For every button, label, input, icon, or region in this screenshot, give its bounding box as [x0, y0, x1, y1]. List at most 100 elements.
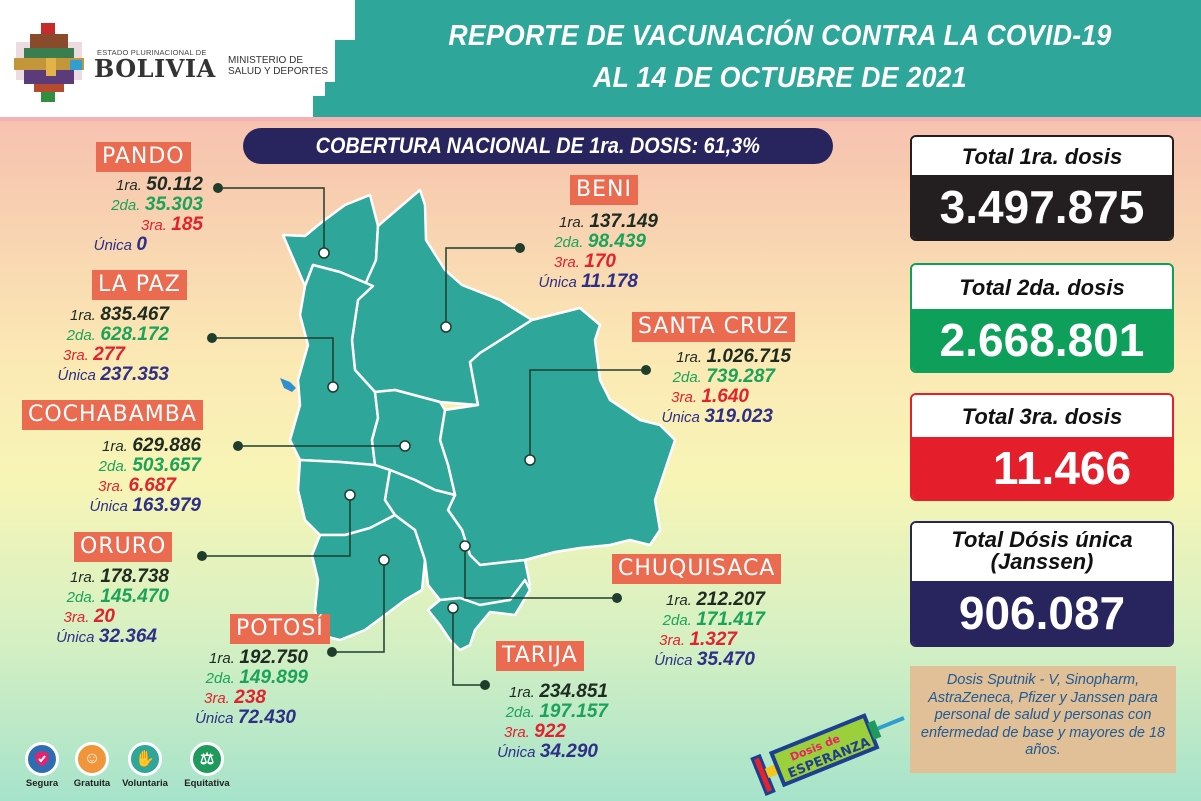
label-third: 3ra.: [62, 347, 89, 364]
value-single: 11.178: [581, 271, 638, 292]
label-single: Única: [57, 367, 96, 384]
dept-title-beni: BENI: [570, 175, 638, 205]
value-first: 212.207: [696, 589, 765, 610]
label-third: 3ra.: [140, 217, 167, 234]
dept-stats-la-paz: 1ra. 835.467 2da. 628.172 3ra. 277 Única…: [58, 305, 170, 385]
total-single-dose-label-line2: (Janssen): [990, 549, 1094, 574]
value-second: 149.899: [239, 667, 308, 688]
map-tarija: [426, 578, 532, 652]
dept-stats-santa-cruz: 1ra. 1.026.715 2da. 739.287 3ra. 1.640 Ú…: [662, 347, 792, 427]
value-single: 34.290: [539, 741, 598, 762]
feature-label: Voluntaria: [122, 778, 168, 789]
vaccine-info-note: Dosis Sputnik - V, Sinopharm, AstraZenec…: [910, 666, 1176, 773]
total-second-dose-value: 2.668.801: [912, 309, 1172, 371]
value-first: 178.738: [100, 566, 169, 587]
dept-stats-potosi: 1ra. 192.750 2da. 149.899 3ra. 238 Única…: [195, 648, 308, 728]
value-third: 277: [93, 344, 125, 365]
value-single: 163.979: [132, 495, 201, 516]
value-first: 192.750: [239, 647, 308, 668]
map-cochabamba: [370, 388, 457, 497]
dept-title-chuquisaca: CHUQUISACA: [612, 554, 782, 584]
label-single: Única: [56, 629, 95, 646]
lake-titicaca: [280, 378, 296, 392]
feature-label: Segura: [25, 778, 59, 789]
label-second: 2da.: [205, 670, 235, 687]
value-second: 98.439: [587, 231, 646, 252]
dept-stats-cochabamba: 1ra. 629.886 2da. 503.657 3ra. 6.687 Úni…: [90, 436, 202, 516]
coverage-text: COBERTURA NACIONAL DE 1ra. DOSIS: 61,3%: [315, 133, 761, 158]
value-single: 0: [136, 234, 147, 255]
value-first: 234.851: [539, 681, 608, 702]
map-la-paz: [288, 263, 380, 467]
label-first: 1ra.: [509, 684, 535, 701]
label-second: 2da.: [672, 369, 702, 386]
total-second-dose-card: Total 2da. dosis 2.668.801: [910, 263, 1174, 373]
label-single: Única: [89, 498, 128, 515]
value-third: 1.327: [689, 629, 737, 650]
label-first: 1ra.: [102, 438, 128, 455]
value-third: 1.640: [701, 386, 749, 407]
header-title-band: [355, 0, 1201, 117]
value-first: 629.886: [132, 435, 201, 456]
dept-stats-beni: 1ra. 137.149 2da. 98.439 3ra. 170 Única …: [538, 212, 658, 292]
label-third: 3ra.: [98, 478, 124, 495]
map-santa-cruz: [438, 306, 677, 567]
label-single: Única: [654, 652, 693, 669]
label-second: 2da.: [66, 327, 96, 344]
total-single-dose-label-line1: Total Dósis única: [951, 527, 1133, 552]
label-single: Única: [538, 274, 577, 291]
dept-stats-oruro: 1ra. 178.738 2da. 145.470 3ra. 20 Única …: [56, 567, 169, 647]
logo-bolivia-text: BOLIVIA: [94, 54, 216, 83]
feature-label: Equitativa: [184, 778, 230, 789]
ministry-line-1: MINISTERIO DE: [228, 55, 304, 66]
label-first: 1ra.: [115, 177, 142, 194]
value-third: 922: [534, 721, 566, 742]
map-pando: [281, 193, 380, 288]
total-first-dose-label: Total 1ra. dosis: [912, 137, 1172, 175]
value-third: 20: [93, 606, 115, 627]
label-first: 1ra.: [70, 569, 96, 586]
map-oruro: [296, 458, 397, 537]
label-second: 2da.: [66, 589, 96, 606]
label-second: 2da.: [111, 197, 141, 214]
total-second-dose-label: Total 2da. dosis: [912, 265, 1172, 309]
label-third: 3ra.: [63, 609, 90, 626]
feature-label: Gratuita: [73, 778, 111, 789]
value-single: 319.023: [704, 406, 773, 427]
scales-icon: ⚖: [190, 742, 224, 776]
value-second: 503.657: [132, 455, 201, 476]
label-third: 3ra.: [553, 254, 580, 271]
ministry-name: MINISTERIO DE SALUD Y DEPORTES: [228, 55, 328, 77]
total-third-dose-value: 11.466: [912, 437, 1172, 499]
total-single-dose-value: 906.087: [912, 581, 1172, 645]
value-first: 50.112: [146, 174, 203, 195]
total-first-dose-value: 3.497.875: [912, 175, 1172, 239]
total-single-dose-card: Total Dósis única (Janssen) 906.087: [910, 521, 1174, 647]
total-first-dose-card: Total 1ra. dosis 3.497.875: [910, 135, 1174, 241]
syringe-dosis-esperanza-icon: Dosis de ESPERANZA: [750, 713, 905, 796]
header-stair-step: [325, 82, 337, 117]
bolivia-emblem-icon: [14, 23, 84, 102]
total-third-dose-card: Total 3ra. dosis 11.466: [910, 393, 1174, 501]
header-stair-step: [313, 96, 327, 117]
value-single: 35.470: [696, 649, 755, 670]
value-first: 1.026.715: [706, 346, 791, 367]
label-first: 1ra.: [209, 650, 235, 667]
label-third: 3ra.: [659, 632, 685, 649]
raised-hand-icon: ✋: [128, 742, 162, 776]
map-beni: [350, 188, 534, 407]
value-third: 170: [584, 251, 616, 272]
dept-title-oruro: ORURO: [74, 532, 173, 562]
shield-check-icon: [25, 742, 59, 776]
header-stair-step: [335, 40, 355, 117]
dept-stats-chuquisaca: 1ra. 212.207 2da. 171.417 3ra. 1.327 Úni…: [654, 590, 765, 670]
dept-stats-tarija: 1ra. 234.851 2da. 197.157 3ra. 922 Única…: [497, 682, 608, 762]
label-second: 2da.: [662, 612, 692, 629]
dept-title-potosi: POTOSÍ: [230, 614, 330, 644]
value-second: 197.157: [539, 701, 608, 722]
feature-gratuita: ☺ Gratuita: [62, 742, 122, 789]
label-second: 2da.: [98, 458, 128, 475]
national-coverage-banner: COBERTURA NACIONAL DE 1ra. DOSIS: 61,3%: [243, 128, 833, 164]
value-third: 185: [171, 214, 203, 235]
label-first: 1ra.: [559, 214, 585, 231]
